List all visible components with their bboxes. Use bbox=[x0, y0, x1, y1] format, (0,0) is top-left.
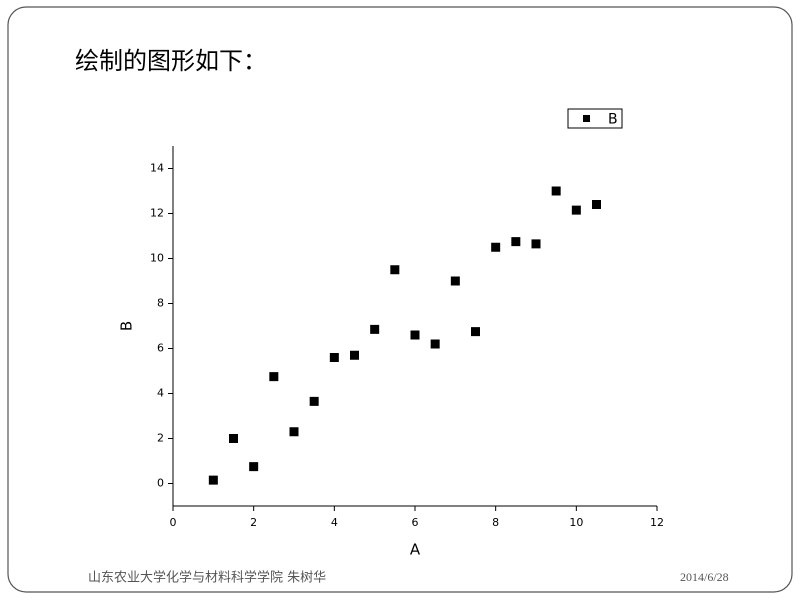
data-point bbox=[350, 350, 359, 360]
x-tick-label: 2 bbox=[250, 516, 257, 529]
data-point bbox=[370, 324, 380, 334]
slide-date: 2014/6/28 bbox=[680, 570, 729, 584]
y-tick-label: 8 bbox=[157, 297, 164, 310]
data-point bbox=[430, 339, 440, 349]
data-point bbox=[309, 396, 319, 406]
y-tick-label: 6 bbox=[157, 342, 164, 355]
data-point bbox=[289, 427, 299, 437]
data-point bbox=[491, 242, 501, 252]
legend-marker bbox=[583, 115, 590, 122]
x-tick-label: 10 bbox=[569, 516, 583, 529]
x-tick-label: 0 bbox=[170, 516, 177, 529]
legend: B bbox=[567, 108, 623, 129]
slide-heading: 绘制的图形如下： bbox=[75, 47, 267, 75]
chart: 0 2 4 6 8 10 12 14 0 2 4 6 8 10 12 A B B bbox=[118, 108, 664, 559]
x-tick-label: 4 bbox=[331, 516, 338, 529]
data-point bbox=[471, 327, 480, 337]
slide-frame bbox=[7, 6, 793, 593]
data-point bbox=[329, 353, 339, 362]
data-point bbox=[511, 237, 521, 247]
x-tick-label: 12 bbox=[650, 516, 664, 529]
y-axis-label: B bbox=[118, 321, 136, 331]
data-point bbox=[208, 475, 218, 485]
y-tick-label: 2 bbox=[157, 432, 164, 445]
data-point bbox=[592, 200, 601, 209]
y-tick-label: 0 bbox=[157, 477, 164, 490]
y-tick-label: 4 bbox=[157, 387, 164, 400]
slide-footer: 山东农业大学化学与材料科学学院 朱树华 bbox=[88, 570, 326, 586]
data-point bbox=[410, 330, 420, 340]
legend-label: B bbox=[608, 112, 618, 128]
y-tick-label: 12 bbox=[150, 207, 164, 220]
x-tick-label: 8 bbox=[492, 516, 499, 529]
legend-box bbox=[567, 108, 623, 129]
data-point bbox=[269, 372, 279, 382]
y-tick-label: 14 bbox=[150, 162, 164, 175]
x-tick-label: 6 bbox=[412, 516, 419, 529]
x-axis-label: A bbox=[410, 541, 421, 559]
data-point bbox=[450, 276, 460, 286]
y-tick-label: 10 bbox=[150, 252, 164, 265]
data-point bbox=[531, 239, 541, 249]
data-point bbox=[571, 205, 581, 215]
data-point bbox=[249, 462, 259, 472]
data-point bbox=[229, 434, 238, 443]
data-point bbox=[390, 265, 400, 275]
data-point bbox=[551, 186, 561, 196]
